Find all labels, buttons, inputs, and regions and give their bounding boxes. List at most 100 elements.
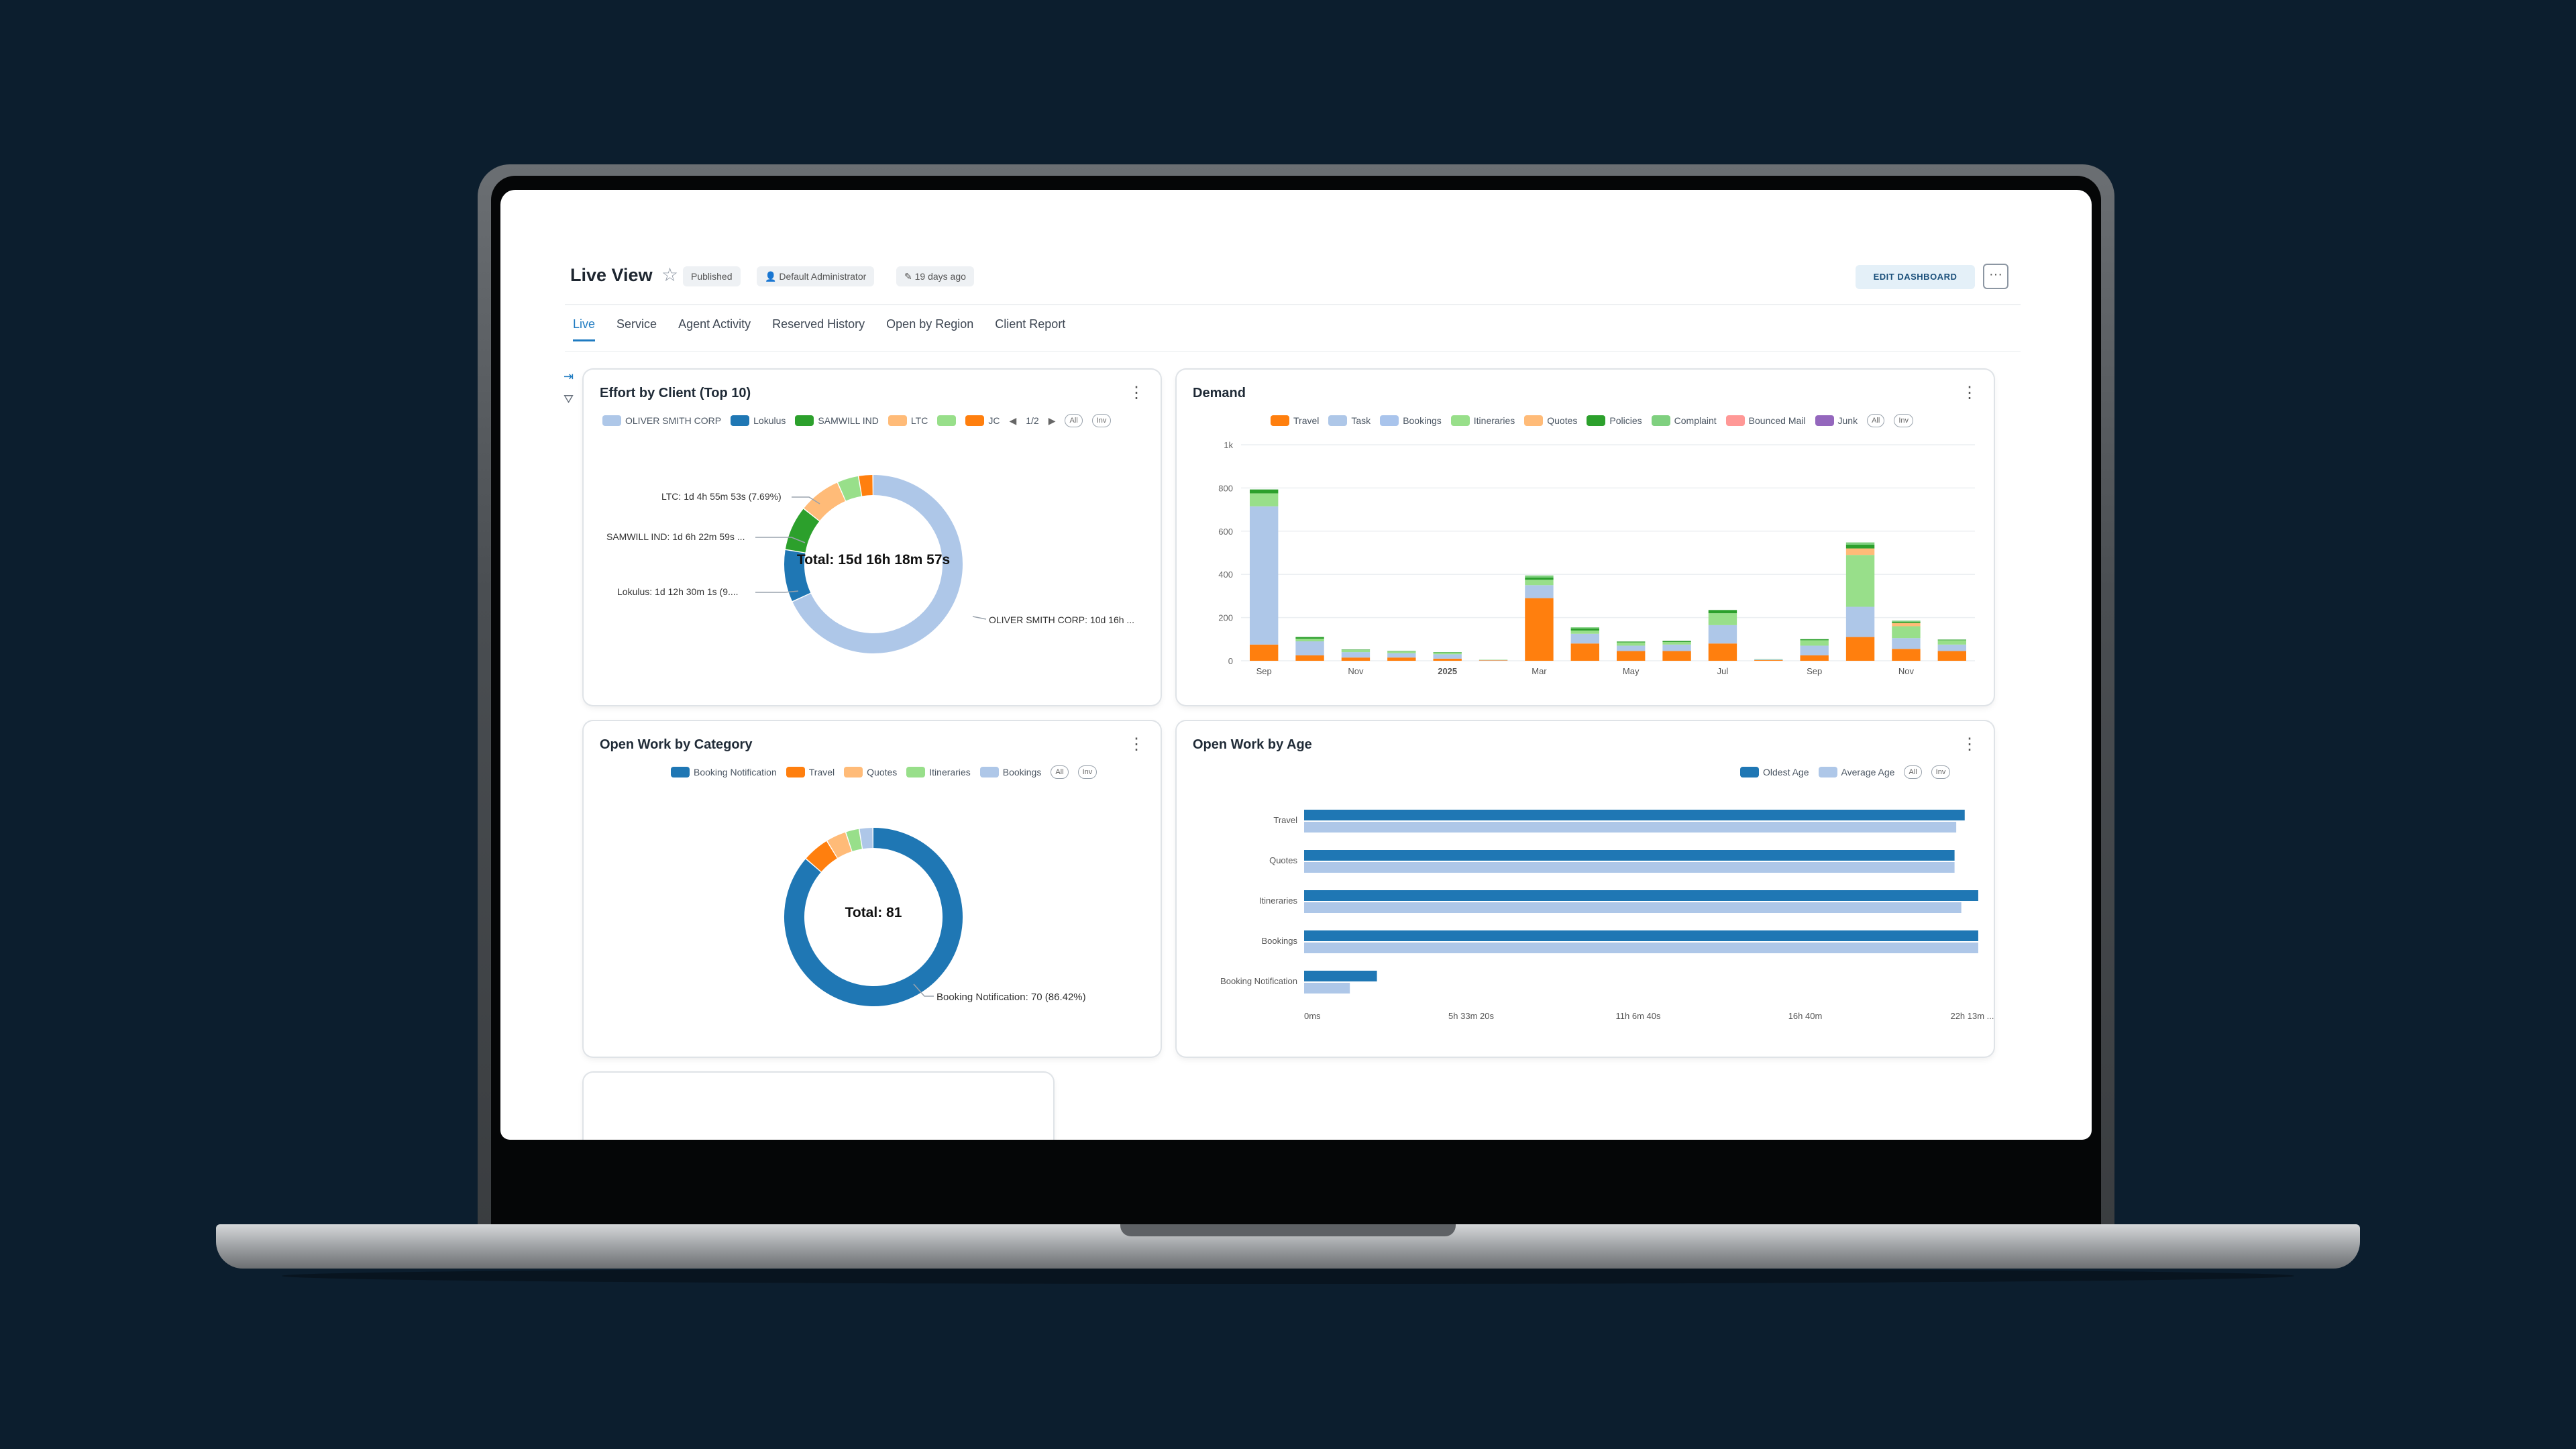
legend-select-all-button[interactable]: All (1904, 765, 1922, 779)
bar-segment[interactable] (1708, 610, 1737, 614)
donut-slice[interactable] (859, 828, 873, 849)
legend-item[interactable]: Oldest Age (1740, 767, 1809, 777)
tab-reserved-history[interactable]: Reserved History (772, 317, 865, 331)
legend-select-all-button[interactable]: All (1065, 414, 1083, 427)
bar-segment[interactable] (1433, 652, 1462, 653)
donut-slice[interactable] (785, 508, 820, 553)
donut-slice[interactable] (784, 828, 963, 1006)
bar-segment[interactable] (1845, 548, 1875, 555)
bar-segment[interactable] (1525, 578, 1554, 580)
kebab-menu-icon[interactable]: ⋮ (1962, 735, 1978, 753)
more-options-button[interactable]: ··· (1983, 264, 2008, 289)
bar-segment[interactable] (1433, 658, 1462, 661)
age-bar[interactable] (1304, 862, 1955, 873)
bar-segment[interactable] (1937, 651, 1967, 661)
bar-segment[interactable] (1892, 621, 1921, 622)
filter-icon[interactable]: ⛛ (564, 392, 574, 406)
age-bar[interactable] (1304, 822, 1957, 833)
bar-segment[interactable] (1295, 637, 1324, 639)
bar-segment[interactable] (1249, 489, 1279, 494)
donut-slice[interactable] (804, 482, 846, 521)
bar-segment[interactable] (1662, 641, 1691, 645)
legend-invert-button[interactable]: Inv (1077, 765, 1097, 779)
bar-segment[interactable] (1295, 639, 1324, 642)
legend-next-icon[interactable]: ▶ (1048, 415, 1056, 426)
bar-segment[interactable] (1387, 651, 1416, 652)
legend-item[interactable]: Booking Notification (671, 767, 777, 777)
bar-segment[interactable] (1295, 641, 1324, 655)
legend-item[interactable]: Bookings (1380, 415, 1442, 426)
age-bar[interactable] (1304, 983, 1350, 994)
bar-segment[interactable] (1892, 621, 1921, 623)
donut-slice[interactable] (792, 475, 963, 653)
bar-segment[interactable] (1295, 655, 1324, 661)
bar-segment[interactable] (1937, 639, 1967, 641)
legend-invert-button[interactable]: Inv (1931, 765, 1951, 779)
legend-item[interactable]: Junk (1815, 415, 1858, 426)
legend-item[interactable]: Lokulus (731, 415, 786, 426)
legend-item[interactable]: JC (965, 415, 1000, 426)
bar-segment[interactable] (1892, 623, 1921, 627)
legend-item[interactable]: Travel (786, 767, 835, 777)
bar-segment[interactable] (1341, 649, 1371, 650)
tab-client-report[interactable]: Client Report (995, 317, 1066, 331)
bar-segment[interactable] (1433, 652, 1462, 655)
bar-segment[interactable] (1892, 638, 1921, 649)
bar-segment[interactable] (1570, 633, 1600, 644)
legend-item[interactable]: LTC (888, 415, 928, 426)
legend-select-all-button[interactable]: All (1051, 765, 1069, 779)
legend-item[interactable]: OLIVER SMITH CORP (602, 415, 721, 426)
tab-live[interactable]: Live (573, 317, 596, 341)
bar-segment[interactable] (1570, 643, 1600, 661)
legend-select-all-button[interactable]: All (1867, 414, 1885, 427)
age-bar[interactable] (1304, 930, 1978, 941)
bar-segment[interactable] (1525, 575, 1554, 578)
bar-segment[interactable] (1845, 637, 1875, 661)
legend-invert-button[interactable]: Inv (1091, 414, 1112, 427)
legend-item[interactable]: Bounced Mail (1725, 415, 1806, 426)
donut-slice[interactable] (784, 550, 811, 602)
bar-segment[interactable] (1341, 649, 1371, 653)
bar-segment[interactable] (1387, 651, 1416, 653)
legend-invert-button[interactable]: Inv (1894, 414, 1913, 427)
bar-segment[interactable] (1387, 653, 1416, 658)
legend-item[interactable]: Average Age (1818, 767, 1894, 777)
edit-dashboard-button[interactable]: EDIT DASHBOARD (1856, 265, 1975, 289)
collapse-icon[interactable]: ⇥ (564, 370, 574, 383)
bar-segment[interactable] (1341, 652, 1371, 658)
kebab-menu-icon[interactable]: ⋮ (1128, 384, 1144, 402)
bar-segment[interactable] (1937, 644, 1967, 651)
bar-segment[interactable] (1616, 645, 1646, 651)
bar-segment[interactable] (1845, 542, 1875, 545)
bar-segment[interactable] (1662, 641, 1691, 642)
bar-segment[interactable] (1570, 630, 1600, 634)
star-icon[interactable]: ☆ (661, 264, 679, 285)
legend-item[interactable]: Itineraries (906, 767, 971, 777)
bar-segment[interactable] (1754, 659, 1783, 661)
legend-item[interactable]: Complaint (1651, 415, 1717, 426)
tab-agent-activity[interactable]: Agent Activity (678, 317, 751, 331)
bar-segment[interactable] (1845, 606, 1875, 637)
kebab-menu-icon[interactable]: ⋮ (1128, 735, 1144, 753)
bar-segment[interactable] (1800, 655, 1829, 661)
legend-item[interactable] (937, 415, 957, 426)
kebab-menu-icon[interactable]: ⋮ (1962, 384, 1978, 402)
legend-item[interactable]: SAMWILL IND (795, 415, 879, 426)
bar-segment[interactable] (1616, 651, 1646, 661)
bar-segment[interactable] (1800, 640, 1829, 646)
bar-segment[interactable] (1662, 644, 1691, 651)
donut-slice[interactable] (838, 476, 862, 501)
bar-segment[interactable] (1525, 598, 1554, 661)
legend-item[interactable]: Bookings (979, 767, 1041, 777)
bar-segment[interactable] (1892, 626, 1921, 639)
bar-segment[interactable] (1708, 625, 1737, 644)
bar-segment[interactable] (1708, 613, 1737, 625)
bar-segment[interactable] (1479, 659, 1508, 661)
bar-segment[interactable] (1249, 644, 1279, 661)
bar-segment[interactable] (1662, 651, 1691, 661)
bar-segment[interactable] (1570, 627, 1600, 629)
tab-service[interactable]: Service (616, 317, 657, 331)
bar-segment[interactable] (1570, 628, 1600, 631)
donut-slice[interactable] (859, 475, 873, 496)
age-bar[interactable] (1304, 850, 1955, 861)
